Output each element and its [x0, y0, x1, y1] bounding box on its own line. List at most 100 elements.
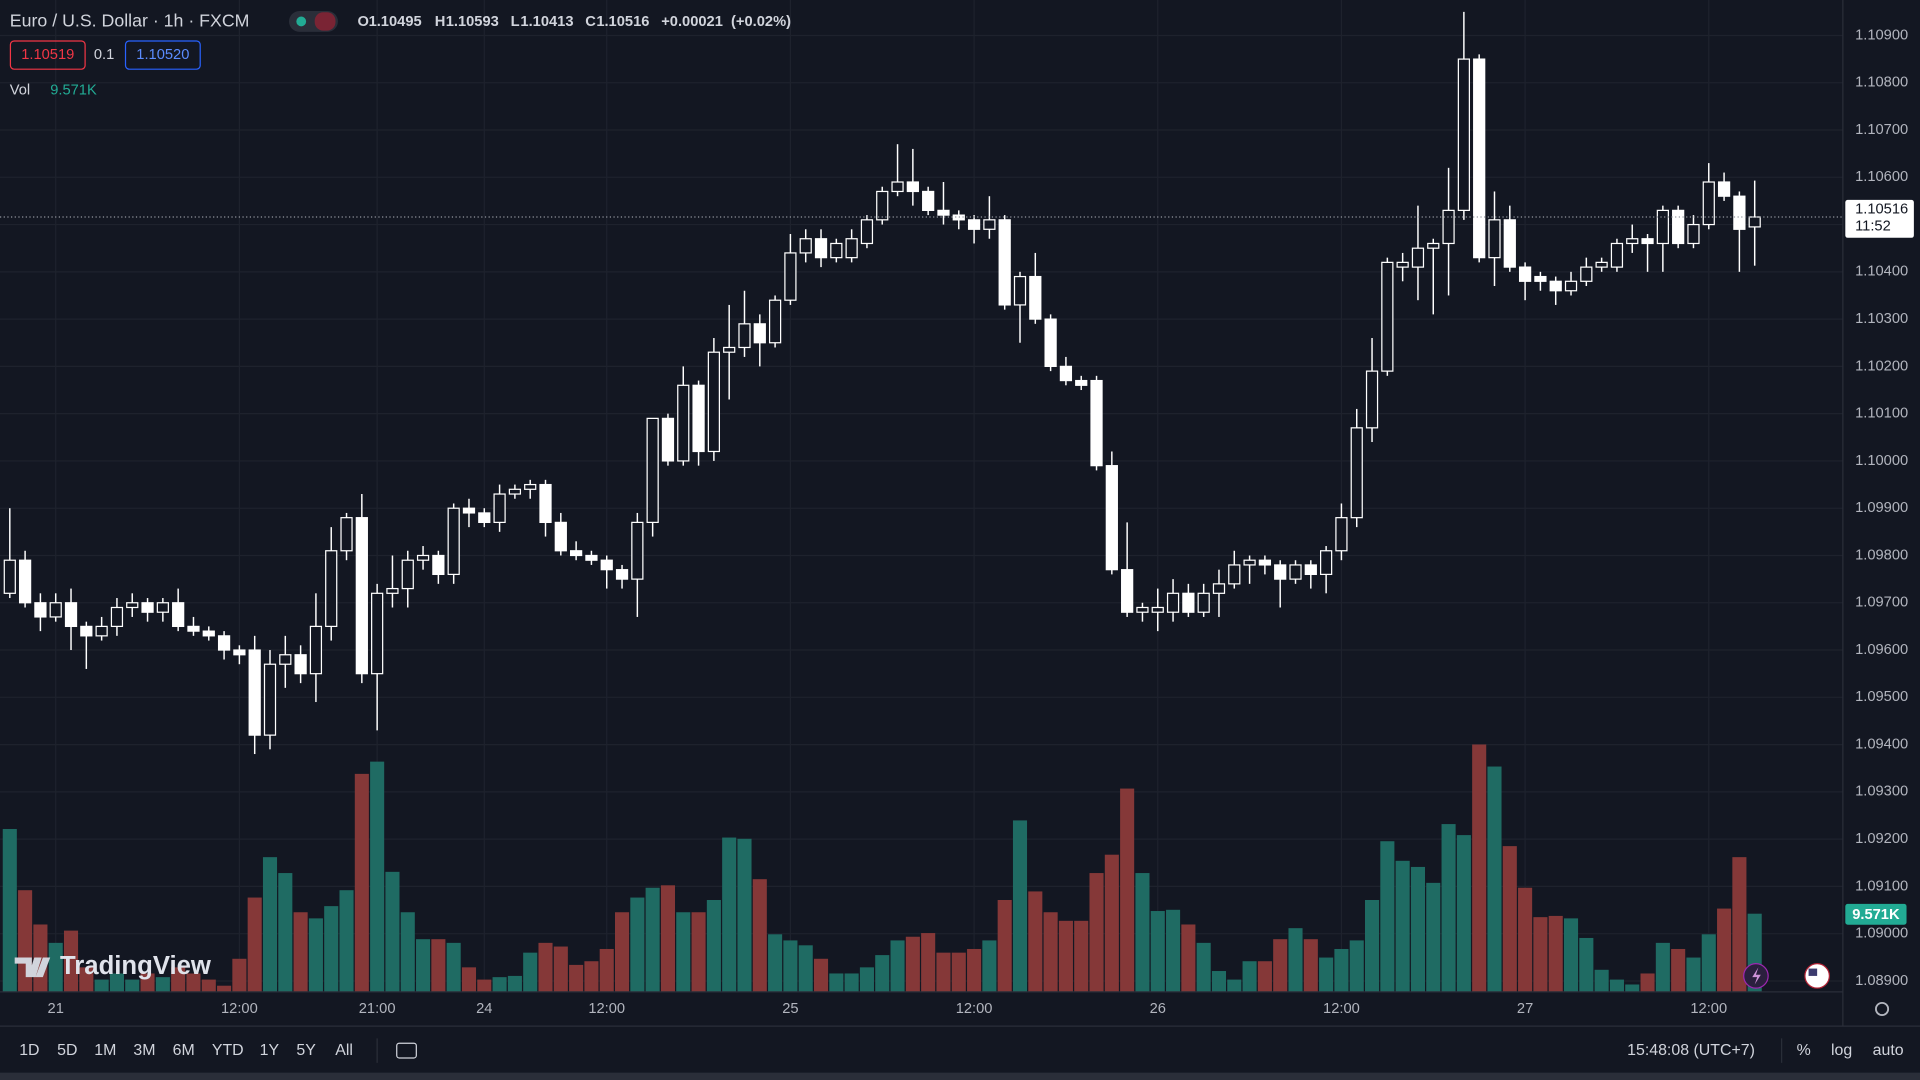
candle-body	[263, 663, 277, 736]
candle-body	[1335, 517, 1348, 552]
volume-bar	[1548, 915, 1563, 992]
logo-text[interactable]: TradingView	[60, 952, 212, 980]
clock[interactable]: 15:48:08 (UTC+7)	[1627, 1042, 1755, 1059]
volume-bar	[1303, 939, 1318, 992]
candle-body	[615, 569, 629, 580]
volume-bar	[217, 985, 232, 992]
candle-body	[478, 512, 491, 524]
y-tick-label: 1.09700	[1855, 595, 1908, 611]
range-button[interactable]: 5Y	[296, 1042, 316, 1059]
y-tick-label: 1.10900	[1855, 27, 1908, 43]
volume-bar	[1732, 857, 1747, 992]
volume-bar	[905, 936, 920, 992]
candle-body	[1105, 465, 1118, 571]
volume-bar	[1150, 911, 1165, 992]
candle-body	[462, 507, 476, 514]
range-button[interactable]: 1Y	[260, 1042, 280, 1059]
range-button[interactable]: 6M	[173, 1042, 195, 1059]
candle-body	[1549, 280, 1562, 292]
volume-bar	[1487, 766, 1502, 992]
candle-body	[1687, 223, 1700, 245]
buy-button[interactable]	[124, 40, 201, 70]
volume-bar	[890, 940, 905, 992]
candle-body	[416, 554, 430, 561]
overlay: 1.08900 1.09000 1.09100 1.09200 1.09300 1.094…	[0, 27, 1914, 1017]
volume-bar	[1380, 841, 1395, 992]
spread: 0.1	[94, 47, 114, 63]
volume-bar	[477, 979, 492, 992]
x-tick-label: 24	[476, 1001, 492, 1017]
ohlc-value: 1.10593	[446, 14, 499, 30]
volume-bar	[676, 912, 691, 992]
candle-body	[493, 493, 506, 524]
scale-option[interactable]: %	[1797, 1042, 1811, 1059]
volume-bar	[232, 958, 247, 992]
y-tick-label: 1.09200	[1855, 831, 1908, 847]
candle-body	[1457, 58, 1470, 211]
volume-bar	[523, 952, 538, 992]
grid	[0, 0, 1843, 992]
volume-bar	[1609, 979, 1624, 992]
volume-bar	[1395, 860, 1410, 992]
sell-button[interactable]	[9, 40, 86, 70]
candle-body	[1182, 592, 1195, 613]
scale-option[interactable]: log	[1831, 1042, 1852, 1059]
range-button[interactable]: 5D	[57, 1042, 77, 1059]
x-tick-label: 12:00	[1323, 1001, 1360, 1017]
symbol-title[interactable]: Euro / U.S. Dollar · 1h · FXCM	[10, 11, 250, 31]
candle-body	[876, 190, 889, 221]
volume-bar	[79, 967, 94, 992]
candle-body	[1059, 365, 1073, 382]
candle-body	[860, 219, 874, 245]
candle-body	[248, 649, 261, 736]
volume-bar	[1120, 788, 1135, 992]
scale-option[interactable]: auto	[1873, 1042, 1904, 1059]
toolbar: 1D 5D 1M 3M 6M YTD 1Y 5Y All% log auto	[19, 1042, 1904, 1059]
volume-bar	[1518, 887, 1533, 992]
volume-bar	[722, 837, 737, 992]
volume-bar	[768, 934, 783, 992]
y-tick-label: 1.10000	[1855, 453, 1908, 469]
range-button[interactable]: 1M	[94, 1042, 116, 1059]
date-range-icon[interactable]	[396, 1042, 417, 1059]
candle-body	[998, 219, 1011, 306]
candle-body	[141, 602, 154, 613]
y-tick-label: 1.09500	[1855, 689, 1908, 705]
candle-body	[539, 483, 552, 524]
x-tick-label: 12:00	[1690, 1001, 1727, 1017]
candle-body	[447, 507, 460, 576]
candle-body	[1121, 569, 1134, 613]
volume-bar	[1012, 820, 1028, 992]
candle-body	[707, 351, 720, 453]
volume-bar	[538, 942, 553, 992]
candle-body	[1564, 280, 1578, 292]
candle-body	[1350, 427, 1363, 519]
candle-body	[646, 417, 659, 524]
candle-body	[156, 602, 169, 613]
settings-icon[interactable]	[1875, 1001, 1890, 1017]
flag-canton	[1808, 968, 1818, 976]
volume-bar	[140, 973, 155, 992]
volume-bar	[1365, 900, 1380, 992]
candle-body	[1580, 266, 1593, 282]
candle-body	[631, 521, 644, 580]
candle-body	[1626, 238, 1639, 245]
ask-price: 1.10520	[136, 47, 189, 63]
volume-bar	[951, 952, 966, 992]
range-button[interactable]: All	[335, 1042, 353, 1059]
volume-bar	[936, 952, 951, 992]
candle-body	[1411, 247, 1425, 268]
volume-pane	[2, 744, 1762, 992]
change-percent: (+0.02%)	[731, 14, 791, 30]
change: +0.00021	[661, 14, 723, 30]
volume-bar	[921, 933, 936, 992]
volume-bar	[615, 912, 630, 992]
volume-bar	[1456, 835, 1471, 992]
volume-bar	[1594, 969, 1609, 992]
range-button[interactable]: 3M	[133, 1042, 155, 1059]
range-button[interactable]: 1D	[19, 1042, 39, 1059]
candle-body	[126, 602, 139, 609]
range-button[interactable]: YTD	[212, 1042, 244, 1059]
